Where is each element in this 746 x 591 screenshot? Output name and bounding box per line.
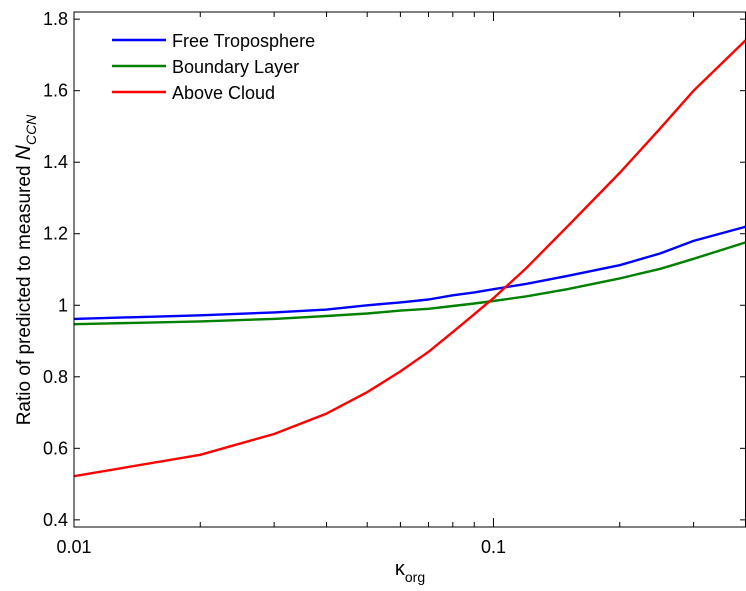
legend-label-1: Free Troposphere (172, 31, 315, 51)
tick-layer: 0.4 0.6 0.8 1 1.2 1.4 1.6 1.8 0.01 0.1 (43, 9, 746, 557)
series-line-1 (73, 225, 746, 321)
series-layer (73, 39, 746, 478)
x-tick-label: 0.01 (56, 537, 91, 557)
x-axis-label-sub: org (405, 569, 425, 585)
y-tick-label: 1.8 (43, 9, 68, 29)
series-line-2 (73, 241, 746, 326)
y-axis-label: Ratio of predicted to measured NCCN (12, 114, 39, 425)
y-tick-label: 0.6 (43, 438, 68, 458)
y-axis-label-sub: CCN (23, 114, 39, 145)
y-axis-label-italic: N (12, 144, 35, 160)
y-tick-label: 1.4 (43, 152, 68, 172)
y-tick-label: 0.8 (43, 367, 68, 387)
y-tick-label: 0.4 (43, 510, 68, 530)
y-tick-label: 1.2 (43, 224, 68, 244)
series-line-3 (73, 39, 746, 478)
x-tick-label: 0.1 (481, 537, 506, 557)
x-axis-label-main: κ (395, 558, 406, 580)
legend-label-2: Boundary Layer (172, 57, 299, 77)
y-tick-label: 1 (58, 295, 68, 315)
x-axis-label: κorg (395, 558, 425, 585)
legend-label-3: Above Cloud (172, 83, 275, 103)
legend: Free Troposphere Boundary Layer Above Clou… (112, 31, 315, 103)
y-axis-label-main: Ratio of predicted to measured (14, 160, 35, 425)
y-tick-label: 1.6 (43, 81, 68, 101)
